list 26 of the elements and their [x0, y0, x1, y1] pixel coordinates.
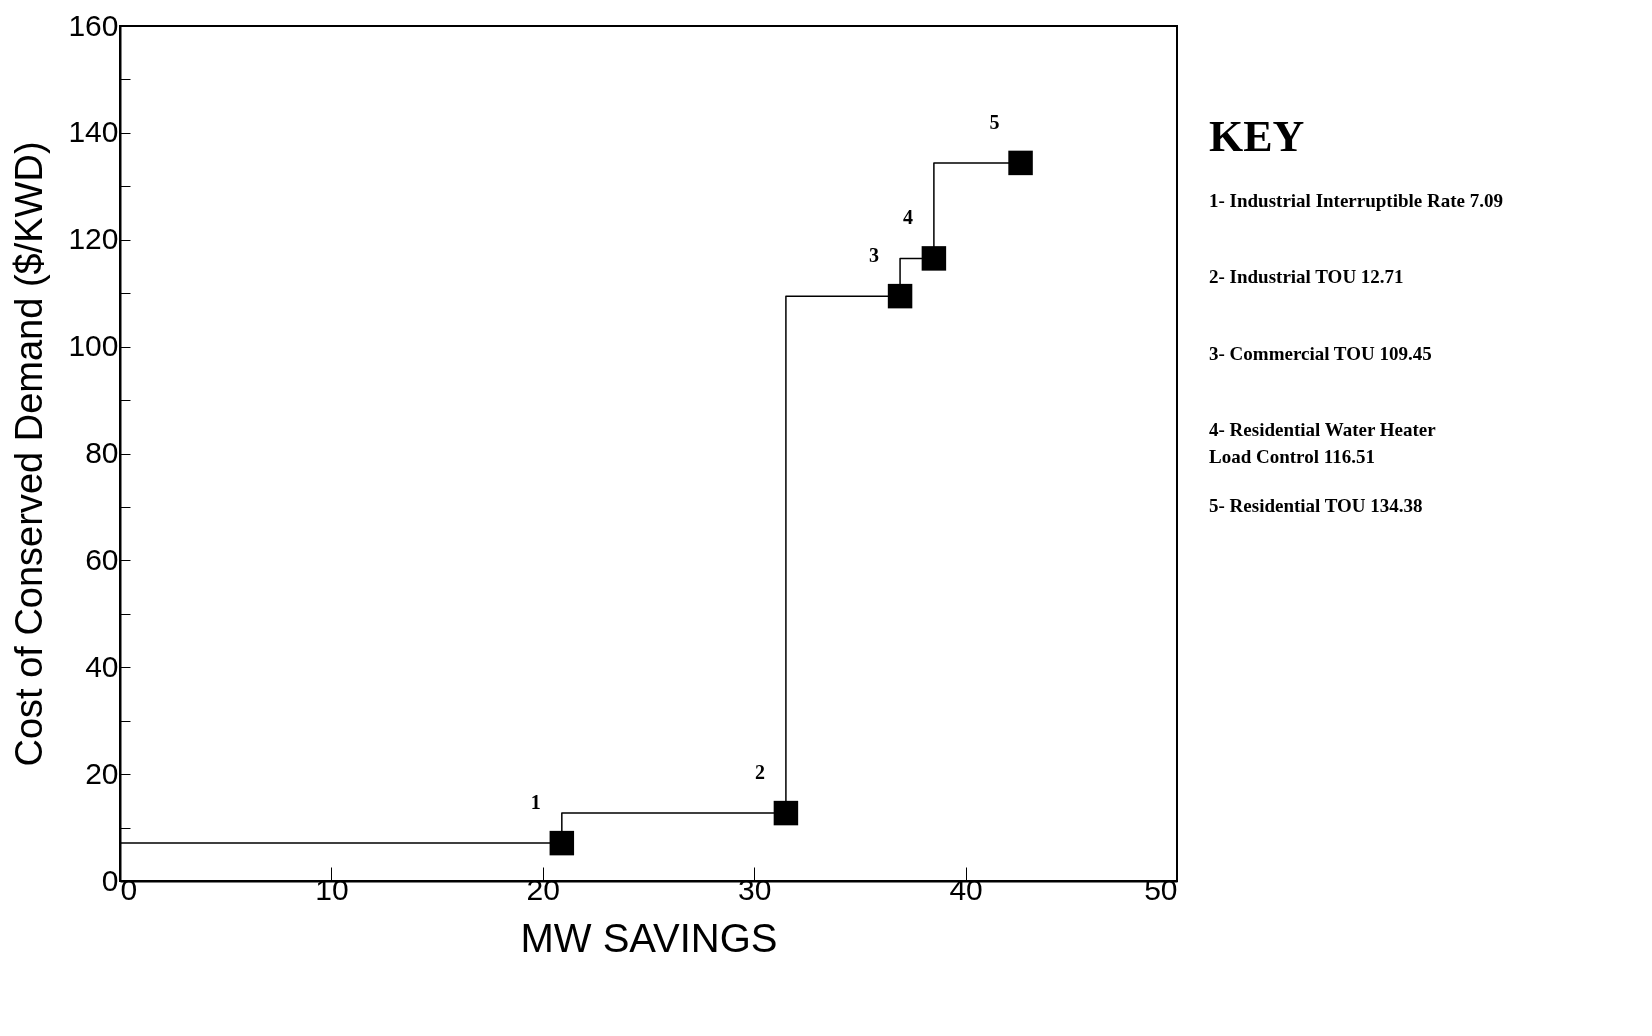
text: 1- Industrial Interruptible Rate 7.09	[1209, 190, 1503, 212]
point	[921, 246, 947, 271]
y-axis-title: Cost of Conserved Demand ($/KWD)	[8, 141, 51, 767]
annotation: 4	[902, 206, 913, 229]
annotation: 2	[754, 761, 765, 784]
y-tick-label: 80	[85, 436, 119, 469]
y-tick-label: 140	[68, 115, 119, 149]
y-tick-label: 60	[85, 542, 119, 576]
point	[887, 283, 913, 309]
annotation: 5	[989, 110, 1000, 133]
y-tick-label: 20	[85, 756, 119, 790]
point	[773, 800, 799, 826]
y-tick-label: 40	[85, 649, 119, 683]
x-axis-title: MW SAVINGS	[520, 915, 778, 960]
point	[549, 830, 575, 856]
text: KEY	[1209, 112, 1305, 161]
y-tick-label: 120	[68, 222, 119, 256]
point	[1008, 150, 1033, 176]
text: 3- Commercial TOU 109.45	[1209, 342, 1432, 364]
annotation: 1	[530, 791, 541, 814]
annotation: 3	[869, 244, 880, 267]
y-tick-label: 160	[68, 8, 119, 42]
text: 2- Industrial TOU 12.71	[1209, 266, 1404, 288]
y-tick-label: 100	[68, 329, 119, 363]
text: 4- Residential Water Heater Load Control 116.51	[1209, 418, 1437, 467]
text: 5- Residential TOU 134.38	[1209, 494, 1423, 516]
